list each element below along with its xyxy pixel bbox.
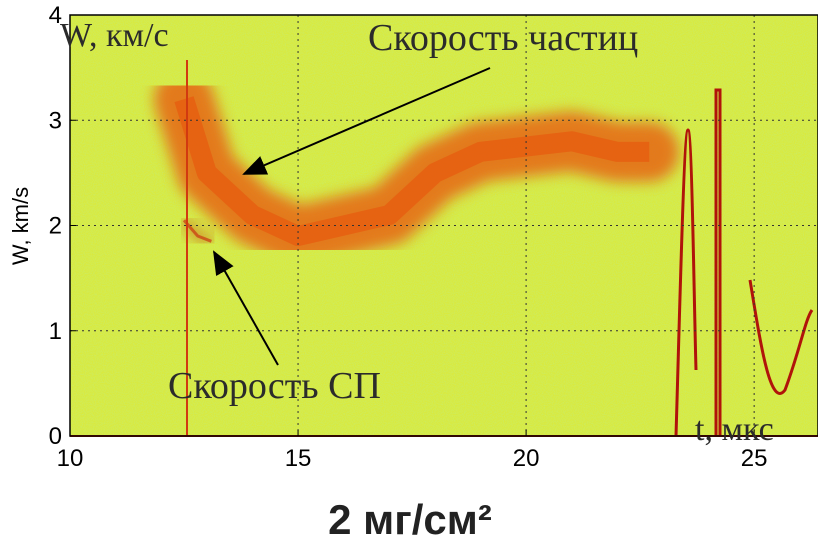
y-tick-label: 0 — [49, 423, 62, 450]
y-tick-label: 4 — [49, 2, 62, 29]
y-tick-label: 3 — [49, 107, 62, 134]
annotation: t, мкс — [695, 411, 774, 448]
y-tick-label: 2 — [49, 213, 62, 240]
x-tick-label: 15 — [285, 445, 312, 472]
spike — [674, 128, 698, 437]
caption: 2 мг/см² — [328, 496, 492, 543]
y-axis-label: W, km/s — [8, 187, 33, 265]
arrow — [242, 67, 491, 175]
annotation: W, км/с — [60, 17, 169, 54]
x-tick-label: 25 — [741, 445, 768, 472]
arrow — [213, 250, 279, 366]
spike — [714, 88, 722, 436]
x-tick-label: 10 — [57, 445, 84, 472]
velocity-ridge — [174, 96, 650, 247]
annotation: Скорость частиц — [368, 17, 638, 59]
spike — [748, 279, 814, 395]
y-tick-label: 1 — [49, 318, 62, 345]
spikes — [674, 88, 814, 437]
axes-frame — [69, 14, 818, 437]
annotation: Скорость СП — [168, 365, 381, 407]
velocity-ridge — [182, 219, 212, 243]
x-tick-label: 20 — [513, 445, 540, 472]
